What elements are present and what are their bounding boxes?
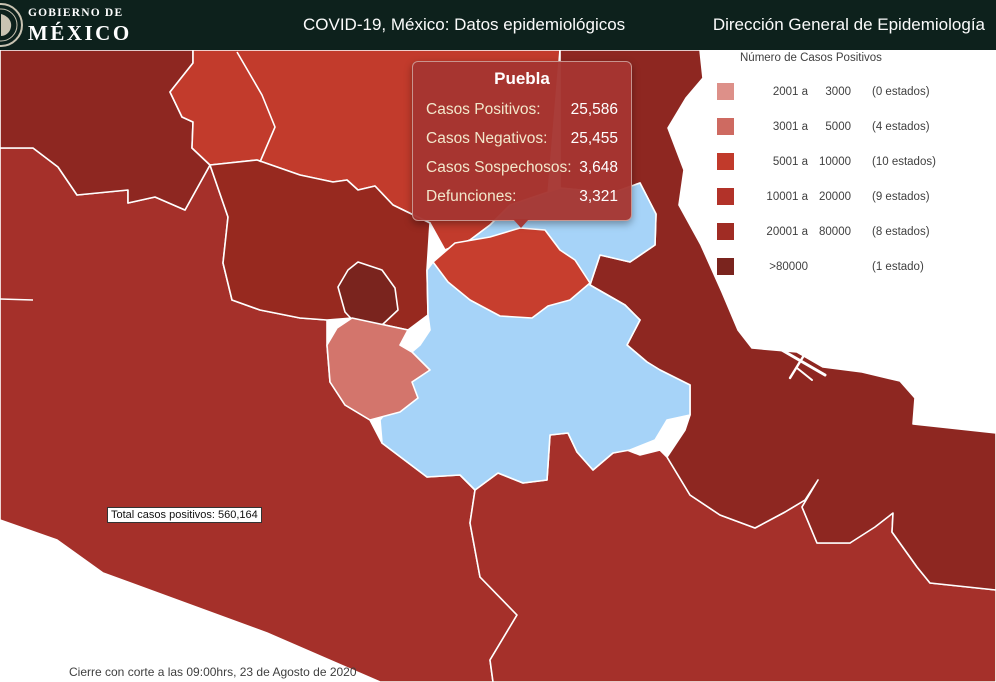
legend-state-count: (4 estados) (872, 120, 930, 133)
total-cases-label: Total casos positivos: 560,164 (107, 507, 262, 523)
legend-range-to: 5000 (825, 120, 851, 133)
tooltip-row-sospechosos: Casos Sospechosos: 3,648 (413, 153, 631, 182)
legend-range-to: 20000 (819, 190, 851, 203)
legend-state-count: (10 estados) (872, 155, 936, 168)
state-shape-tlaxcala[interactable] (432, 227, 591, 319)
legend-state-count: (8 estados) (872, 225, 930, 238)
logo-text-small: GOBIERNO DE (28, 7, 124, 19)
state-border-line (236, 51, 276, 163)
legend-range-from: 5001 a (772, 155, 808, 168)
gobierno-logo: GOBIERNO DE MÉXICO (0, 0, 220, 50)
legend-row: >80000 (1 estado) (717, 258, 936, 275)
data-cutoff-note: Cierre con corte a las 09:00hrs, 23 de A… (69, 665, 357, 679)
page-title: COVID-19, México: Datos epidemiológicos (303, 15, 626, 34)
tooltip-value: 3,321 (579, 188, 618, 205)
tooltip-row-defunciones: Defunciones: 3,321 (413, 182, 631, 211)
state-tooltip: Puebla Casos Positivos: 25,586 Casos Neg… (412, 61, 632, 228)
legend-row: 20001 a 80000 (8 estados) (717, 223, 936, 240)
legend-state-count: (1 estado) (872, 260, 924, 273)
legend-state-count: (0 estados) (872, 85, 930, 98)
legend-state-count: (9 estados) (872, 190, 930, 203)
legend-swatch (717, 83, 734, 100)
legend-range-to: 80000 (819, 225, 851, 238)
logo-text-large: MÉXICO (28, 20, 132, 45)
legend-swatch (717, 118, 734, 135)
tooltip-label: Casos Positivos: (426, 101, 541, 118)
tooltip-value: 3,648 (579, 159, 618, 176)
tooltip-pointer (513, 219, 529, 228)
legend-rows: 2001 a 3000 (0 estados) 3001 a 5000 (4 estado… (717, 83, 936, 275)
gobierno-seal-icon (0, 3, 23, 47)
state-border-line (0, 298, 34, 301)
legend-range-from: 10001 a (766, 190, 808, 203)
legend-swatch (717, 153, 734, 170)
tooltip-row-positivos: Casos Positivos: 25,586 (413, 95, 631, 124)
tooltip-label: Defunciones: (426, 188, 517, 205)
legend-range-to: 3000 (825, 85, 851, 98)
legend-range-from: 2001 a (772, 85, 808, 98)
legend-range-from: 3001 a (772, 120, 808, 133)
legend-row: 10001 a 20000 (9 estados) (717, 188, 936, 205)
legend-swatch (717, 188, 734, 205)
legend-row: 3001 a 5000 (4 estados) (717, 118, 936, 135)
legend-row: 2001 a 3000 (0 estados) (717, 83, 936, 100)
coast-lagoon-mark-icon (766, 340, 827, 381)
legend-swatch (717, 223, 734, 240)
page-subtitle: Dirección General de Epidemiología (712, 15, 985, 34)
tooltip-label: Casos Sospechosos: (426, 159, 572, 176)
map-legend: Número de Casos Positivos 2001 a 3000 (0 e… (717, 52, 936, 275)
legend-row: 5001 a 10000 (10 estados) (717, 153, 936, 170)
legend-range-from: >80000 (769, 260, 808, 273)
tooltip-row-negativos: Casos Negativos: 25,455 (413, 124, 631, 153)
state-shape-morelos[interactable] (326, 317, 431, 421)
legend-swatch (717, 258, 734, 275)
tooltip-label: Casos Negativos: (426, 130, 548, 147)
tooltip-value: 25,455 (570, 130, 618, 147)
tooltip-state-name: Puebla (494, 69, 550, 88)
legend-range-to: 10000 (819, 155, 851, 168)
app-header: GOBIERNO DE MÉXICO COVID-19, México: Dat… (0, 0, 996, 50)
legend-title: Número de Casos Positivos (740, 52, 882, 64)
legend-range-from: 20001 a (766, 225, 808, 238)
tooltip-value: 25,586 (570, 101, 618, 118)
